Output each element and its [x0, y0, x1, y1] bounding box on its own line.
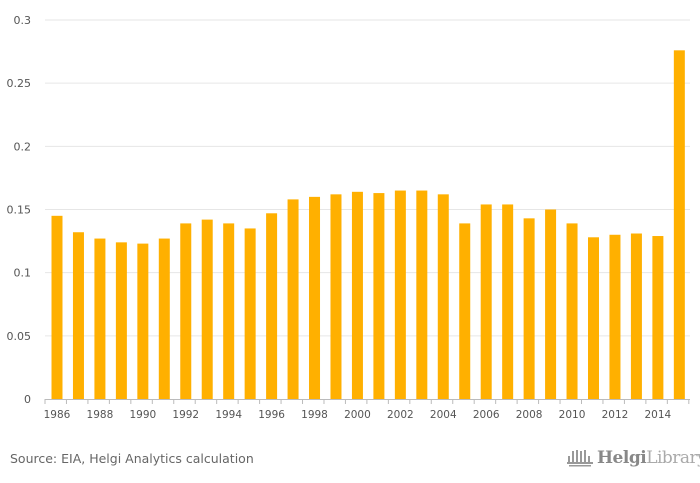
- bar-2003: [416, 190, 428, 399]
- bar-2004: [437, 194, 449, 399]
- bar-chart: 0 0.05 0.1 0.15 0.2 0.25 0.3 1986 1988 1990 1992 19…: [7, 14, 690, 421]
- bar-1994: [223, 223, 235, 399]
- x-tick-label: 1992: [172, 409, 199, 421]
- x-tick-label: 1988: [87, 409, 114, 421]
- y-tick-label: 0.1: [14, 267, 32, 280]
- x-tick-label: 1996: [258, 409, 285, 421]
- y-tick-label: 0.3: [14, 14, 32, 27]
- bar-1999: [330, 194, 342, 399]
- bar-2010: [566, 223, 578, 399]
- bar-1995: [244, 228, 256, 399]
- y-tick-label: 0.2: [14, 140, 32, 153]
- source-note: Source: EIA, Helgi Analytics calculation: [10, 451, 254, 466]
- y-tick-label: 0: [24, 393, 31, 406]
- x-tick-label: 1998: [301, 409, 328, 421]
- bar-2008: [523, 218, 535, 399]
- bar-2007: [502, 204, 514, 399]
- x-tick-label: 2008: [516, 409, 543, 421]
- bar-1990: [137, 243, 149, 399]
- bar-1998: [309, 196, 321, 399]
- bar-1997: [287, 199, 299, 399]
- logo-text: HelgiLibrary.: [597, 448, 700, 468]
- x-tick-label: 2002: [387, 409, 414, 421]
- bar-1987: [72, 232, 84, 399]
- bar-2002: [394, 190, 406, 399]
- bar-2006: [480, 204, 492, 399]
- bar-1996: [266, 213, 278, 399]
- bar-2014: [652, 236, 664, 399]
- y-tick-label: 0.25: [7, 77, 32, 90]
- bar-2011: [588, 237, 599, 399]
- helgi-library-logo[interactable]: HelgiLibrary.: [567, 448, 700, 468]
- bar-2001: [373, 193, 385, 399]
- bar-1991: [158, 238, 170, 399]
- bar-2005: [459, 223, 471, 399]
- y-tick-label: 0.15: [7, 204, 32, 217]
- library-icon: [567, 450, 593, 467]
- bar-1988: [94, 238, 106, 399]
- bar-1993: [201, 219, 213, 399]
- x-tick-label: 2006: [473, 409, 500, 421]
- y-tick-label: 0.05: [7, 330, 32, 343]
- x-tick-label: 2014: [645, 409, 672, 421]
- x-tick-label: 1990: [129, 409, 156, 421]
- x-tick-label: 2004: [430, 409, 457, 421]
- x-tick-label: 2012: [602, 409, 629, 421]
- bar-1992: [180, 223, 192, 399]
- bar-1986: [51, 215, 63, 399]
- x-tick-label: 2000: [344, 409, 371, 421]
- x-tick-label: 1986: [44, 409, 71, 421]
- bar-2013: [630, 233, 642, 399]
- x-tick-label: 2010: [559, 409, 586, 421]
- bar-2009: [545, 209, 557, 399]
- bar-1989: [115, 242, 127, 399]
- bar-2015: [673, 50, 685, 399]
- bar-2012: [609, 234, 621, 399]
- x-tick-label: 1994: [215, 409, 242, 421]
- bar-2000: [351, 191, 363, 399]
